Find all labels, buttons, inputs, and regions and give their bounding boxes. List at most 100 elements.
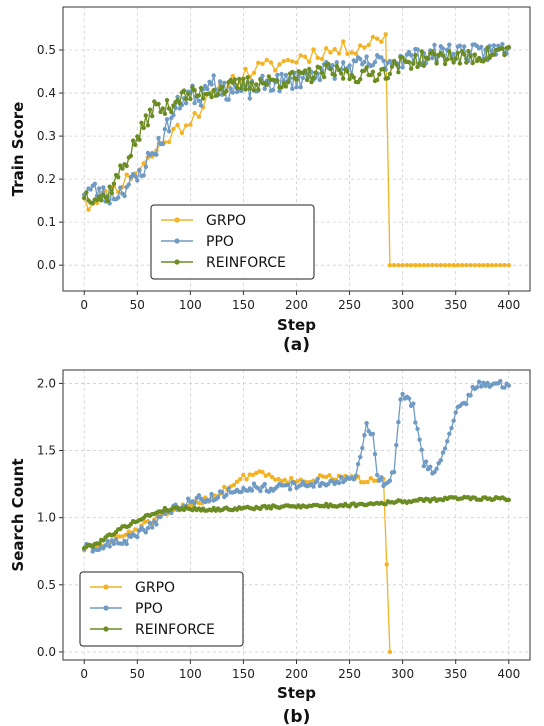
data-point: [464, 263, 469, 268]
data-point: [283, 72, 289, 78]
chart-b: 0 50 100 150 200 250 300 350 400 0.0 0.5 1.0 1.5 2.0 S…: [9, 369, 531, 726]
data-point: [464, 401, 469, 407]
data-point: [351, 75, 356, 80]
data-point: [230, 73, 235, 79]
data-point: [292, 481, 297, 486]
data-point: [341, 76, 346, 81]
data-point: [205, 87, 210, 92]
data-point: [506, 497, 511, 503]
data-point: [370, 34, 376, 40]
x-tick-label: 350: [444, 667, 467, 681]
x-tick-label: 200: [285, 667, 308, 681]
x-tick-label: 300: [391, 298, 414, 312]
data-point: [234, 85, 240, 91]
data-point: [345, 69, 350, 74]
data-point: [400, 263, 405, 268]
data-point: [107, 184, 112, 189]
data-point: [311, 75, 316, 81]
data-point: [449, 56, 454, 61]
data-point: [220, 84, 225, 89]
data-point: [440, 450, 446, 455]
data-point: [353, 51, 359, 56]
legend: GRPO PPO REINFORCE: [150, 204, 315, 280]
data-point: [326, 61, 331, 67]
data-point: [169, 109, 174, 115]
data-point: [491, 52, 497, 57]
data-point: [277, 62, 282, 67]
data-point: [285, 57, 291, 63]
data-point: [451, 263, 456, 268]
data-point: [464, 60, 469, 65]
data-point: [328, 66, 333, 72]
y-tick-label: 0.3: [37, 129, 56, 143]
data-point: [470, 60, 475, 66]
data-point: [362, 480, 367, 485]
data-point: [135, 134, 140, 139]
data-point: [391, 59, 397, 64]
data-point: [377, 72, 382, 77]
data-point: [445, 57, 450, 62]
data-point: [275, 78, 280, 83]
data-point: [353, 473, 359, 478]
data-point: [160, 141, 165, 147]
data-point: [96, 194, 102, 199]
data-point: [86, 207, 91, 212]
x-axis-label: Step: [277, 316, 316, 334]
data-point: [179, 130, 185, 136]
data-point: [415, 47, 420, 52]
data-point: [171, 126, 176, 132]
data-point: [124, 541, 129, 547]
data-point: [371, 478, 377, 483]
data-point: [447, 49, 452, 54]
data-point: [345, 51, 350, 56]
data-point: [171, 103, 176, 108]
data-point: [379, 475, 384, 480]
data-point: [451, 51, 456, 57]
data-point: [434, 263, 439, 268]
data-point: [396, 70, 401, 75]
y-tick-label: 0.4: [37, 86, 56, 100]
y-axis-label: Train Score: [9, 102, 27, 197]
data-point: [489, 263, 494, 268]
data-point: [243, 87, 248, 92]
data-point: [88, 187, 93, 192]
data-point: [421, 63, 427, 68]
data-point: [244, 477, 249, 482]
data-point: [247, 86, 252, 91]
data-point: [143, 530, 148, 535]
data-point: [177, 100, 182, 106]
y-tick-label: 0.2: [37, 172, 56, 186]
data-point: [162, 126, 168, 132]
data-point: [249, 488, 255, 493]
data-point: [302, 68, 308, 73]
data-point: [241, 472, 246, 478]
data-point: [474, 385, 480, 390]
data-point: [105, 538, 110, 544]
data-point: [145, 123, 151, 128]
data-point: [434, 466, 439, 471]
y-tick-label: 2.0: [37, 376, 56, 390]
data-point: [300, 479, 306, 485]
data-point: [166, 129, 172, 134]
data-point: [196, 114, 202, 119]
data-point: [319, 70, 325, 76]
data-point: [434, 61, 439, 66]
data-point: [270, 87, 276, 93]
data-point: [183, 123, 189, 128]
data-point: [375, 77, 380, 83]
x-tick-label: 250: [338, 667, 361, 681]
data-point: [96, 186, 102, 191]
data-point: [282, 477, 287, 483]
data-point: [137, 168, 142, 173]
data-point: [462, 44, 467, 49]
legend-swatch-marker: [103, 605, 109, 611]
data-point: [94, 197, 100, 203]
data-point: [389, 64, 395, 69]
data-point: [440, 46, 446, 51]
data-point: [145, 526, 151, 531]
data-point: [479, 384, 484, 389]
data-point: [307, 59, 312, 64]
data-point: [283, 84, 289, 89]
y-tick-label: 0.1: [37, 215, 56, 229]
x-axis-label: Step: [277, 684, 316, 702]
